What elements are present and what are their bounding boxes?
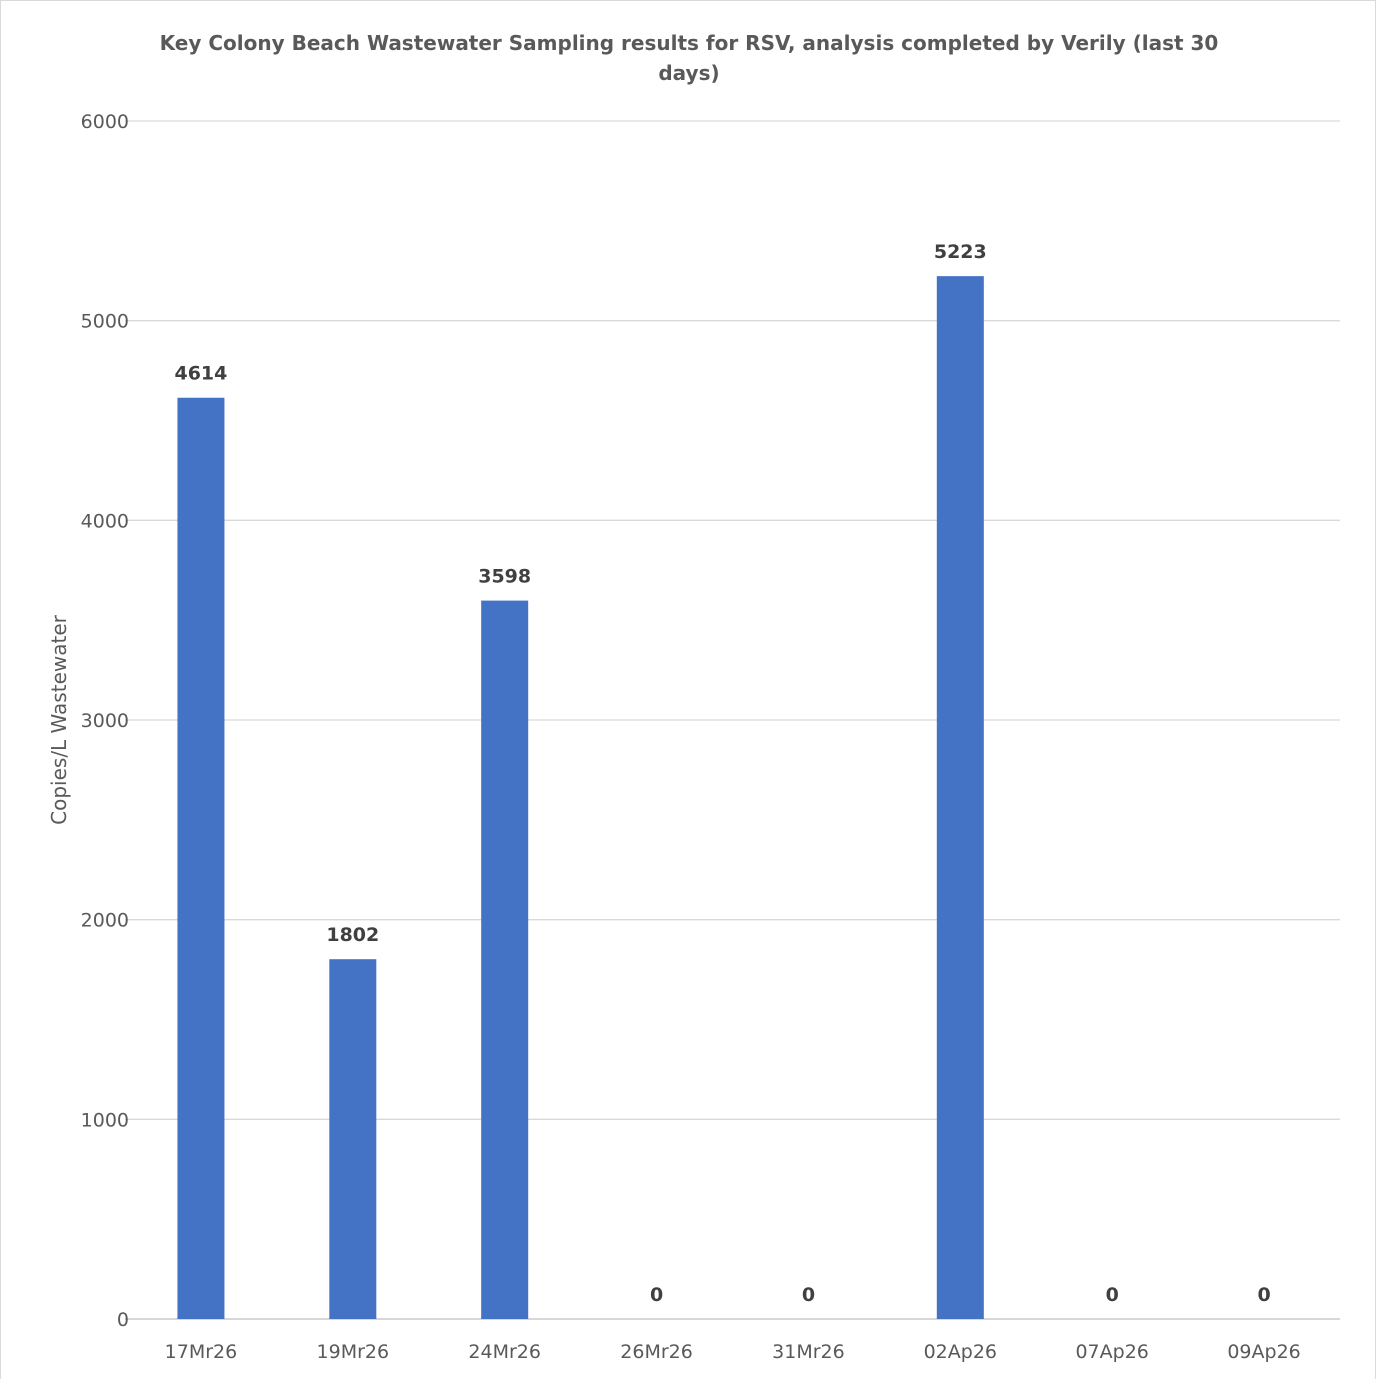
- data-label-09Ap26: 0: [1257, 1284, 1270, 1306]
- bars: [177, 276, 984, 1319]
- x-tick-label: 02Ap26: [924, 1341, 997, 1363]
- y-tick-label: 2000: [81, 910, 129, 932]
- x-tick-label: 07Ap26: [1075, 1341, 1148, 1363]
- x-tick-label: 09Ap26: [1227, 1341, 1300, 1363]
- data-label-24Mr26: 3598: [478, 566, 531, 588]
- gridlines: [125, 120, 1340, 1320]
- data-label-31Mr26: 0: [802, 1284, 815, 1306]
- y-tick-label: 1000: [81, 1109, 129, 1131]
- x-tick-label: 24Mr26: [468, 1341, 541, 1363]
- x-tick-label: 31Mr26: [772, 1341, 845, 1363]
- y-tick-label: 6000: [81, 111, 129, 133]
- y-tick-label: 4000: [81, 510, 129, 532]
- y-axis-title: Copies/L Wastewater: [47, 614, 71, 824]
- data-label-17Mr26: 4614: [174, 363, 227, 385]
- data-label-07Ap26: 0: [1106, 1284, 1119, 1306]
- data-label-19Mr26: 1802: [326, 924, 379, 946]
- y-tick-label: 0: [117, 1309, 129, 1331]
- x-tick-label: 17Mr26: [165, 1341, 238, 1363]
- bar-19Mr26: [329, 959, 377, 1319]
- x-axis-ticks: 17Mr26 19Mr26 24Mr26 26Mr26 31Mr26 02Ap26 07Ap…: [165, 1341, 1301, 1363]
- data-label-26Mr26: 0: [650, 1284, 663, 1306]
- y-tick-label: 3000: [81, 710, 129, 732]
- data-labels: 4614 1802 3598 0 0 5223 0 0: [174, 241, 1270, 1306]
- data-label-02Ap26: 5223: [934, 241, 987, 263]
- bar-24Mr26: [481, 600, 529, 1319]
- x-tick-label: 26Mr26: [620, 1341, 693, 1363]
- bar-02Ap26: [936, 276, 984, 1319]
- bar-17Mr26: [177, 397, 225, 1319]
- chart-title: Key Colony Beach Wastewater Sampling res…: [159, 31, 1219, 85]
- x-tick-label: 19Mr26: [317, 1341, 390, 1363]
- y-tick-label: 5000: [81, 311, 129, 333]
- y-axis-ticks: 0 1000 2000 3000 4000 5000 6000: [81, 111, 129, 1331]
